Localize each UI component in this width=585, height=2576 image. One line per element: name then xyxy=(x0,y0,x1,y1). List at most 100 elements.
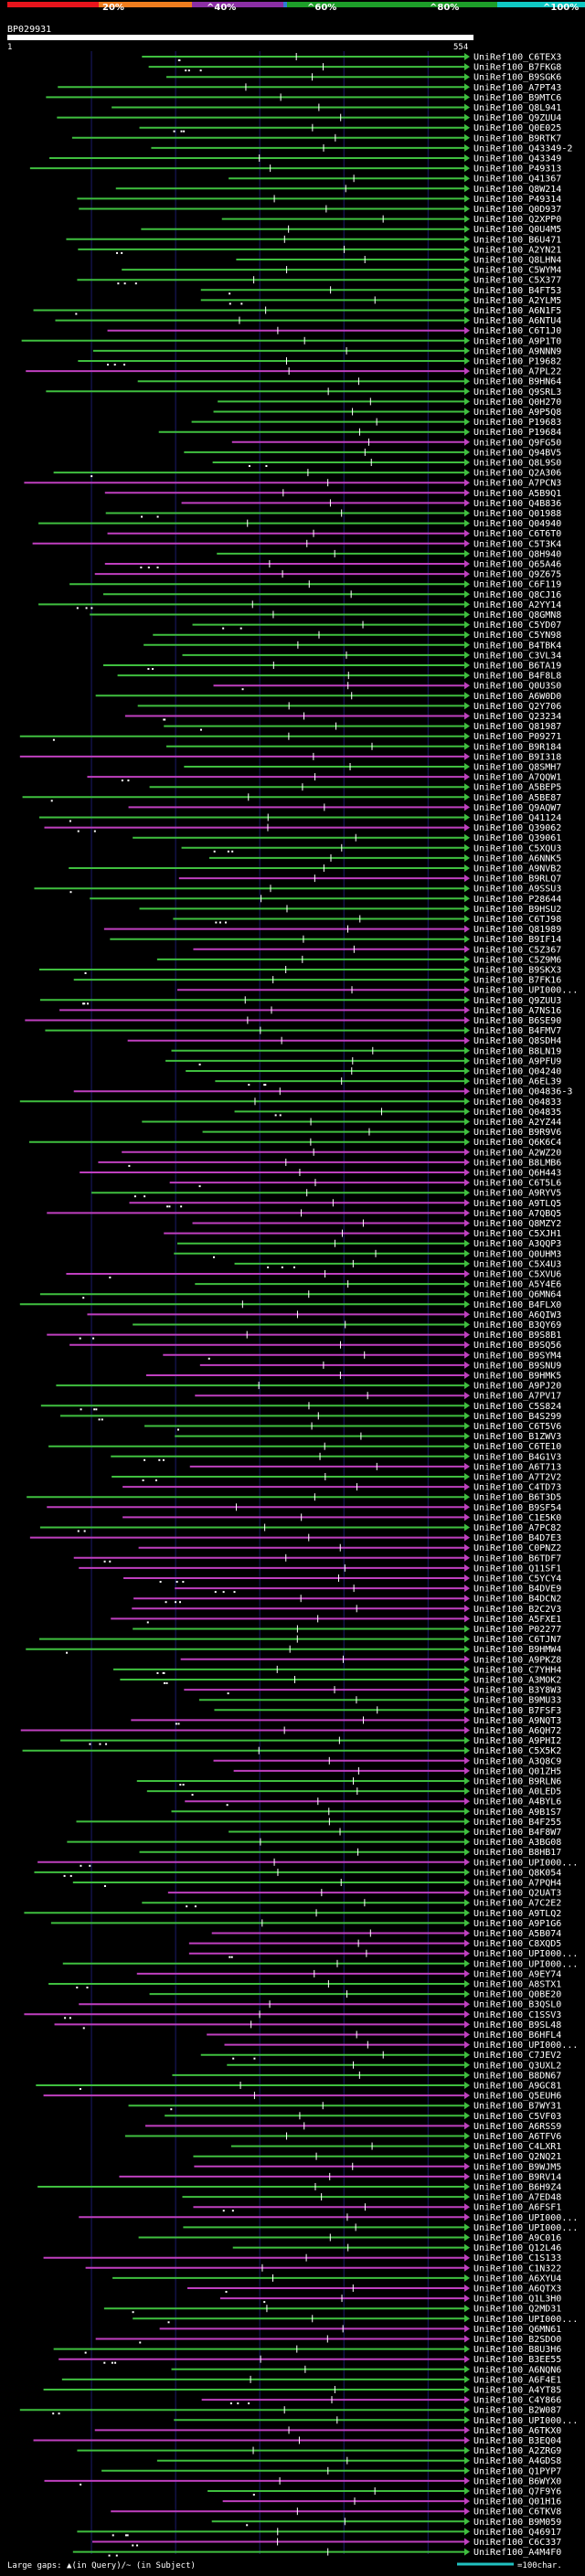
hit-label[interactable]: UniRef100_A9NNN9 xyxy=(473,346,561,356)
hit-label[interactable]: UniRef100_B8HB17 xyxy=(473,1848,561,1858)
hit-label[interactable]: UniRef100_C5YCY4 xyxy=(473,1574,561,1585)
hit-label[interactable]: UniRef100_A3Q8C9 xyxy=(473,1756,561,1766)
hit-label[interactable]: UniRef100_A7QQW1 xyxy=(473,773,561,783)
hit-label[interactable]: UniRef100_B9IF14 xyxy=(473,935,561,945)
hit-label[interactable]: UniRef100_Q43349 xyxy=(473,154,561,164)
hit-label[interactable]: UniRef100_A2YN21 xyxy=(473,245,561,255)
hit-label[interactable]: UniRef100_Q01ZH5 xyxy=(473,1766,561,1776)
hit-label[interactable]: UniRef100_C1SSV3 xyxy=(473,2010,561,2020)
hit-label[interactable]: UniRef100_A7PT43 xyxy=(473,83,561,93)
hit-label[interactable]: UniRef100_B4S299 xyxy=(473,1412,561,1422)
hit-label[interactable]: UniRef100_Q6K6C4 xyxy=(473,1138,561,1148)
hit-label[interactable]: UniRef100_B3EE55 xyxy=(473,2355,561,2365)
hit-label[interactable]: UniRef100_UPI000... xyxy=(473,2315,578,2325)
hit-label[interactable]: UniRef100_B3QY69 xyxy=(473,1320,561,1330)
hit-label[interactable]: UniRef100_Q8L9S0 xyxy=(473,459,561,469)
hit-label[interactable]: UniRef100_B7WY31 xyxy=(473,2102,561,2112)
hit-label[interactable]: UniRef100_B4FMV7 xyxy=(473,1026,561,1036)
hit-label[interactable]: UniRef100_C4Y866 xyxy=(473,2396,561,2406)
hit-label[interactable]: UniRef100_B4D7E3 xyxy=(473,1533,561,1543)
hit-label[interactable]: UniRef100_C6T5L6 xyxy=(473,1179,561,1189)
hit-label[interactable]: UniRef100_B7FKG8 xyxy=(473,63,561,73)
hit-label[interactable]: UniRef100_B9WJM5 xyxy=(473,2162,561,2172)
hit-label[interactable]: UniRef100_Q41124 xyxy=(473,813,561,823)
hit-label[interactable]: UniRef100_B2W087 xyxy=(473,2406,561,2416)
hit-label[interactable]: UniRef100_A6NTU4 xyxy=(473,316,561,326)
hit-label[interactable]: UniRef100_B9HMK5 xyxy=(473,1372,561,1382)
hit-label[interactable]: UniRef100_A7PL22 xyxy=(473,367,561,377)
hit-label[interactable]: UniRef100_Q04940 xyxy=(473,519,561,529)
hit-label[interactable]: UniRef100_UPI000... xyxy=(473,2223,578,2233)
hit-label[interactable]: UniRef100_C6T5V6 xyxy=(473,1422,561,1432)
hit-label[interactable]: UniRef100_A6NNK5 xyxy=(473,853,561,864)
hit-label[interactable]: UniRef100_Q2Y706 xyxy=(473,702,561,712)
hit-label[interactable]: UniRef100_Q81987 xyxy=(473,722,561,732)
hit-label[interactable]: UniRef100_Q5EUH6 xyxy=(473,2092,561,2102)
hit-label[interactable]: UniRef100_B4FLX0 xyxy=(473,1300,561,1310)
hit-label[interactable]: UniRef100_Q8W214 xyxy=(473,185,561,195)
hit-label[interactable]: UniRef100_Q39062 xyxy=(473,823,561,833)
hit-label[interactable]: UniRef100_Q9FG50 xyxy=(473,438,561,448)
hit-label[interactable]: UniRef100_Q0U4M5 xyxy=(473,225,561,235)
hit-label[interactable]: UniRef100_B6WYX0 xyxy=(473,2476,561,2486)
hit-label[interactable]: UniRef100_B8DN67 xyxy=(473,2071,561,2081)
hit-label[interactable]: UniRef100_A0LED5 xyxy=(473,1787,561,1797)
hit-label[interactable]: UniRef100_A9TLQ5 xyxy=(473,1199,561,1209)
hit-label[interactable]: UniRef100_Q7F9Y6 xyxy=(473,2487,561,2497)
hit-label[interactable]: UniRef100_B9S8B1 xyxy=(473,1330,561,1341)
hit-label[interactable]: UniRef100_B8U3H6 xyxy=(473,2345,561,2355)
hit-label[interactable]: UniRef100_B7FK16 xyxy=(473,976,561,986)
hit-label[interactable]: UniRef100_B4FT53 xyxy=(473,286,561,296)
hit-label[interactable]: UniRef100_A7PQH4 xyxy=(473,1879,561,1889)
hit-label[interactable]: UniRef100_A6QTX3 xyxy=(473,2284,561,2295)
hit-label[interactable]: UniRef100_P02277 xyxy=(473,1625,561,1635)
hit-label[interactable]: UniRef100_Q3UXL2 xyxy=(473,2061,561,2071)
hit-label[interactable]: UniRef100_P49313 xyxy=(473,164,561,175)
hit-label[interactable]: UniRef100_A6EL39 xyxy=(473,1077,561,1087)
hit-label[interactable]: UniRef100_Q04835 xyxy=(473,1108,561,1118)
hit-label[interactable]: UniRef100_B9RTK7 xyxy=(473,133,561,143)
hit-label[interactable]: UniRef100_UPI000... xyxy=(473,2416,578,2426)
hit-label[interactable]: UniRef100_Q94BV5 xyxy=(473,448,561,458)
hit-label[interactable]: UniRef100_A2WZ20 xyxy=(473,1148,561,1158)
hit-label[interactable]: UniRef100_P19684 xyxy=(473,428,561,438)
hit-label[interactable]: UniRef100_B9R184 xyxy=(473,742,561,752)
hit-label[interactable]: UniRef100_C4LXR1 xyxy=(473,2142,561,2152)
hit-label[interactable]: UniRef100_A7PC82 xyxy=(473,1523,561,1533)
hit-label[interactable]: UniRef100_A9PHI2 xyxy=(473,1736,561,1746)
hit-label[interactable]: UniRef100_Q9ZUU3 xyxy=(473,996,561,1006)
hit-label[interactable]: UniRef100_B6TDF7 xyxy=(473,1553,561,1564)
hit-label[interactable]: UniRef100_C5XQU3 xyxy=(473,843,561,853)
hit-label[interactable]: UniRef100_C1E5K0 xyxy=(473,1513,561,1523)
hit-label[interactable]: UniRef100_C6TJ98 xyxy=(473,915,561,925)
hit-label[interactable]: UniRef100_Q2NQ21 xyxy=(473,2152,561,2162)
hit-label[interactable]: UniRef100_Q4B836 xyxy=(473,499,561,509)
hit-label[interactable]: UniRef100_A9SSU3 xyxy=(473,885,561,895)
hit-label[interactable]: UniRef100_B7FSF3 xyxy=(473,1706,561,1716)
hit-label[interactable]: UniRef100_P19682 xyxy=(473,357,561,367)
hit-label[interactable]: UniRef100_A9PFU9 xyxy=(473,1056,561,1066)
hit-label[interactable]: UniRef100_B9HMW4 xyxy=(473,1645,561,1655)
hit-label[interactable]: UniRef100_A6QIW3 xyxy=(473,1310,561,1320)
hit-label[interactable]: UniRef100_C5WYM4 xyxy=(473,266,561,276)
hit-label[interactable]: UniRef100_Q04240 xyxy=(473,1067,561,1077)
hit-label[interactable]: UniRef100_C6F119 xyxy=(473,580,561,590)
hit-label[interactable]: UniRef100_A9C016 xyxy=(473,2233,561,2243)
hit-label[interactable]: UniRef100_A6RSS9 xyxy=(473,2122,561,2132)
hit-label[interactable]: UniRef100_A2ZRG9 xyxy=(473,2446,561,2456)
hit-label[interactable]: UniRef100_P28644 xyxy=(473,895,561,905)
hit-label[interactable]: UniRef100_B9SQ56 xyxy=(473,1341,561,1351)
hit-label[interactable]: UniRef100_A9EY74 xyxy=(473,1969,561,1979)
hit-label[interactable]: UniRef100_C5XJH1 xyxy=(473,1229,561,1239)
hit-label[interactable]: UniRef100_Q0UHM3 xyxy=(473,1249,561,1259)
hit-label[interactable]: UniRef100_C6C337 xyxy=(473,2538,561,2548)
hit-label[interactable]: UniRef100_A8STX1 xyxy=(473,1980,561,1990)
hit-label[interactable]: UniRef100_C6TKV8 xyxy=(473,2507,561,2518)
hit-label[interactable]: UniRef100_Q2XPP0 xyxy=(473,215,561,225)
hit-label[interactable]: UniRef100_C4TD73 xyxy=(473,1483,561,1493)
hit-label[interactable]: UniRef100_C6TEX3 xyxy=(473,53,561,63)
hit-label[interactable]: UniRef100_A6F4E1 xyxy=(473,2375,561,2385)
hit-label[interactable]: UniRef100_A2YY14 xyxy=(473,600,561,610)
hit-label[interactable]: UniRef100_B9RLN6 xyxy=(473,1777,561,1787)
hit-label[interactable]: UniRef100_C5YN98 xyxy=(473,631,561,641)
